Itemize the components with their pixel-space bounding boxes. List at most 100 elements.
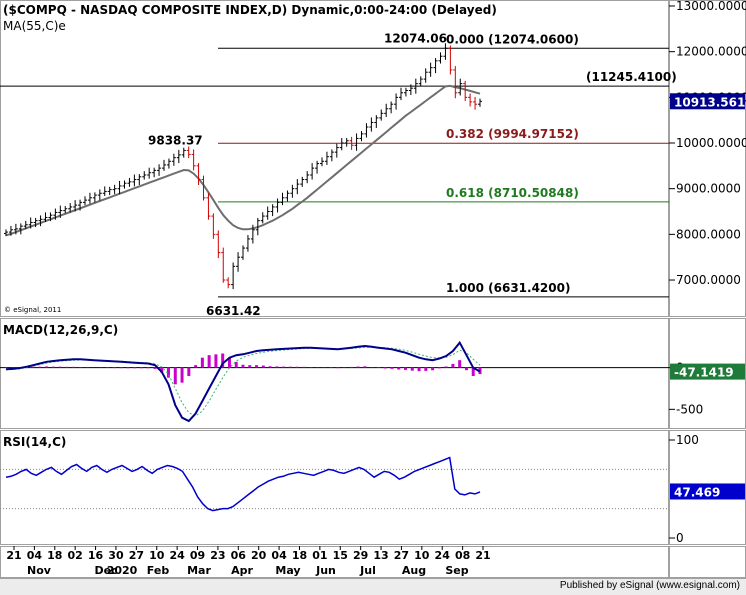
macd-histogram-bar: [133, 368, 136, 369]
time-axis-day-label: 08: [455, 549, 470, 562]
time-axis-day-label: 24: [169, 549, 185, 562]
macd-histogram-bar: [32, 367, 35, 368]
macd-histogram-bar: [187, 368, 190, 376]
macd-histogram-bar: [445, 367, 448, 368]
macd-histogram-bar: [65, 367, 68, 368]
ma-indicator-label: MA(55,C)e: [3, 19, 66, 33]
macd-histogram-bar: [424, 368, 427, 371]
macd-histogram-bar: [59, 367, 62, 368]
time-axis-day-label: 13: [373, 549, 388, 562]
chart-canvas: 13000.000012000.000011000.000010000.0000…: [0, 0, 746, 578]
macd-histogram-bar: [302, 367, 305, 368]
macd-histogram-bar: [438, 368, 441, 369]
macd-histogram-bar: [451, 364, 454, 368]
rsi-panel: [1, 431, 669, 545]
time-axis-day-label: 18: [292, 549, 307, 562]
fib-level-text: 0.382 (9994.97152): [446, 127, 579, 141]
macd-histogram-bar: [120, 368, 123, 369]
time-axis-day-label: 10: [149, 549, 165, 562]
fib-level-text: 1.000 (6631.4200): [446, 281, 570, 295]
macd-histogram-bar: [418, 368, 421, 372]
time-axis-month-label: May: [275, 564, 300, 577]
macd-histogram-bar: [174, 368, 177, 385]
copyright-label: © eSignal, 2011: [4, 306, 61, 314]
macd-histogram-bar: [296, 367, 299, 368]
macd-histogram-bar: [194, 365, 197, 368]
price-annotation: 6631.42: [206, 304, 261, 318]
time-axis-day-label: 16: [88, 549, 104, 562]
resistance-label: (11245.4100): [586, 70, 677, 84]
macd-histogram-bar: [309, 367, 312, 368]
time-axis-day-label: 04: [27, 549, 43, 562]
price-scale-label: 10000.0000: [676, 136, 746, 150]
rsi-scale-label: 0: [676, 531, 684, 545]
macd-histogram-bar: [201, 358, 204, 368]
macd-histogram-bar: [363, 366, 366, 367]
last-price-label: 10913.5618: [674, 95, 746, 109]
macd-histogram-bar: [357, 367, 360, 368]
macd-histogram-bar: [390, 368, 393, 369]
time-axis-day-label: 23: [210, 549, 225, 562]
time-axis-day-label: 09: [190, 549, 205, 562]
time-axis-day-label: 27: [129, 549, 144, 562]
macd-scale-label: -500: [676, 402, 703, 416]
macd-histogram-bar: [255, 365, 258, 368]
time-axis-day-label: 04: [271, 549, 287, 562]
macd-histogram-bar: [275, 366, 278, 367]
time-axis-day-label: 20: [251, 549, 267, 562]
macd-histogram-bar: [289, 367, 292, 368]
time-axis-day-label: 01: [312, 549, 327, 562]
macd-histogram-bar: [45, 366, 48, 367]
price-scale-label: 12000.0000: [676, 45, 746, 59]
price-scale-label: 9000.0000: [676, 182, 741, 196]
macd-histogram-bar: [350, 367, 353, 368]
macd-histogram-bar: [336, 368, 339, 369]
macd-histogram-bar: [431, 368, 434, 371]
time-axis-day-label: 27: [394, 549, 409, 562]
macd-histogram-bar: [411, 368, 414, 371]
time-axis-month-label: Sep: [445, 564, 468, 577]
macd-histogram-bar: [242, 365, 245, 368]
macd-histogram-bar: [248, 365, 251, 368]
macd-histogram-bar: [140, 368, 143, 369]
macd-histogram-bar: [214, 354, 217, 367]
axis-corner: [670, 547, 746, 578]
time-axis-day-label: 18: [47, 549, 62, 562]
publisher-credit: Published by eSignal (www.esignal.com): [560, 580, 740, 591]
time-axis-month-label: Aug: [402, 564, 426, 577]
macd-histogram-bar: [397, 368, 400, 370]
fib-level-text: 0.618 (8710.50848): [446, 186, 579, 200]
chart-title: ($COMPQ - NASDAQ COMPOSITE INDEX,D) Dyna…: [3, 3, 497, 17]
time-axis-day-label: 10: [414, 549, 430, 562]
price-annotation: 9838.37: [148, 133, 203, 147]
fib-level-text: 0.000 (12074.0600): [446, 32, 579, 46]
time-axis-month-label: Jul: [359, 564, 376, 577]
time-axis-month-label: Mar: [187, 564, 211, 577]
time-axis-month-label: 2020: [107, 564, 138, 577]
macd-histogram-bar: [282, 367, 285, 368]
time-axis-day-label: 21: [6, 549, 21, 562]
price-scale-label: 8000.0000: [676, 227, 741, 241]
macd-histogram-bar: [79, 367, 82, 368]
time-axis-month-label: Apr: [231, 564, 253, 577]
macd-histogram-bar: [458, 360, 461, 368]
time-axis-day-label: 21: [475, 549, 490, 562]
macd-histogram-bar: [262, 366, 265, 368]
time-axis-day-label: 30: [108, 549, 124, 562]
rsi-last-label: 47.469: [674, 485, 720, 499]
time-axis-day-label: 06: [231, 549, 247, 562]
macd-histogram-bar: [465, 368, 468, 371]
time-axis-day-label: 29: [353, 549, 368, 562]
macd-histogram-bar: [404, 368, 407, 370]
macd-histogram-bar: [153, 368, 156, 369]
macd-last-label: -47.1419: [674, 366, 734, 380]
macd-histogram-bar: [269, 366, 272, 367]
time-axis-month-label: Feb: [147, 564, 170, 577]
time-axis-day-label: 15: [333, 549, 348, 562]
footer-bar: Published by eSignal (www.esignal.com): [0, 578, 746, 595]
macd-title: MACD(12,26,9,C): [3, 323, 118, 337]
price-scale-label: 13000.0000: [676, 0, 746, 13]
time-axis-day-label: 24: [435, 549, 451, 562]
price-annotation: 12074.06: [384, 31, 447, 45]
